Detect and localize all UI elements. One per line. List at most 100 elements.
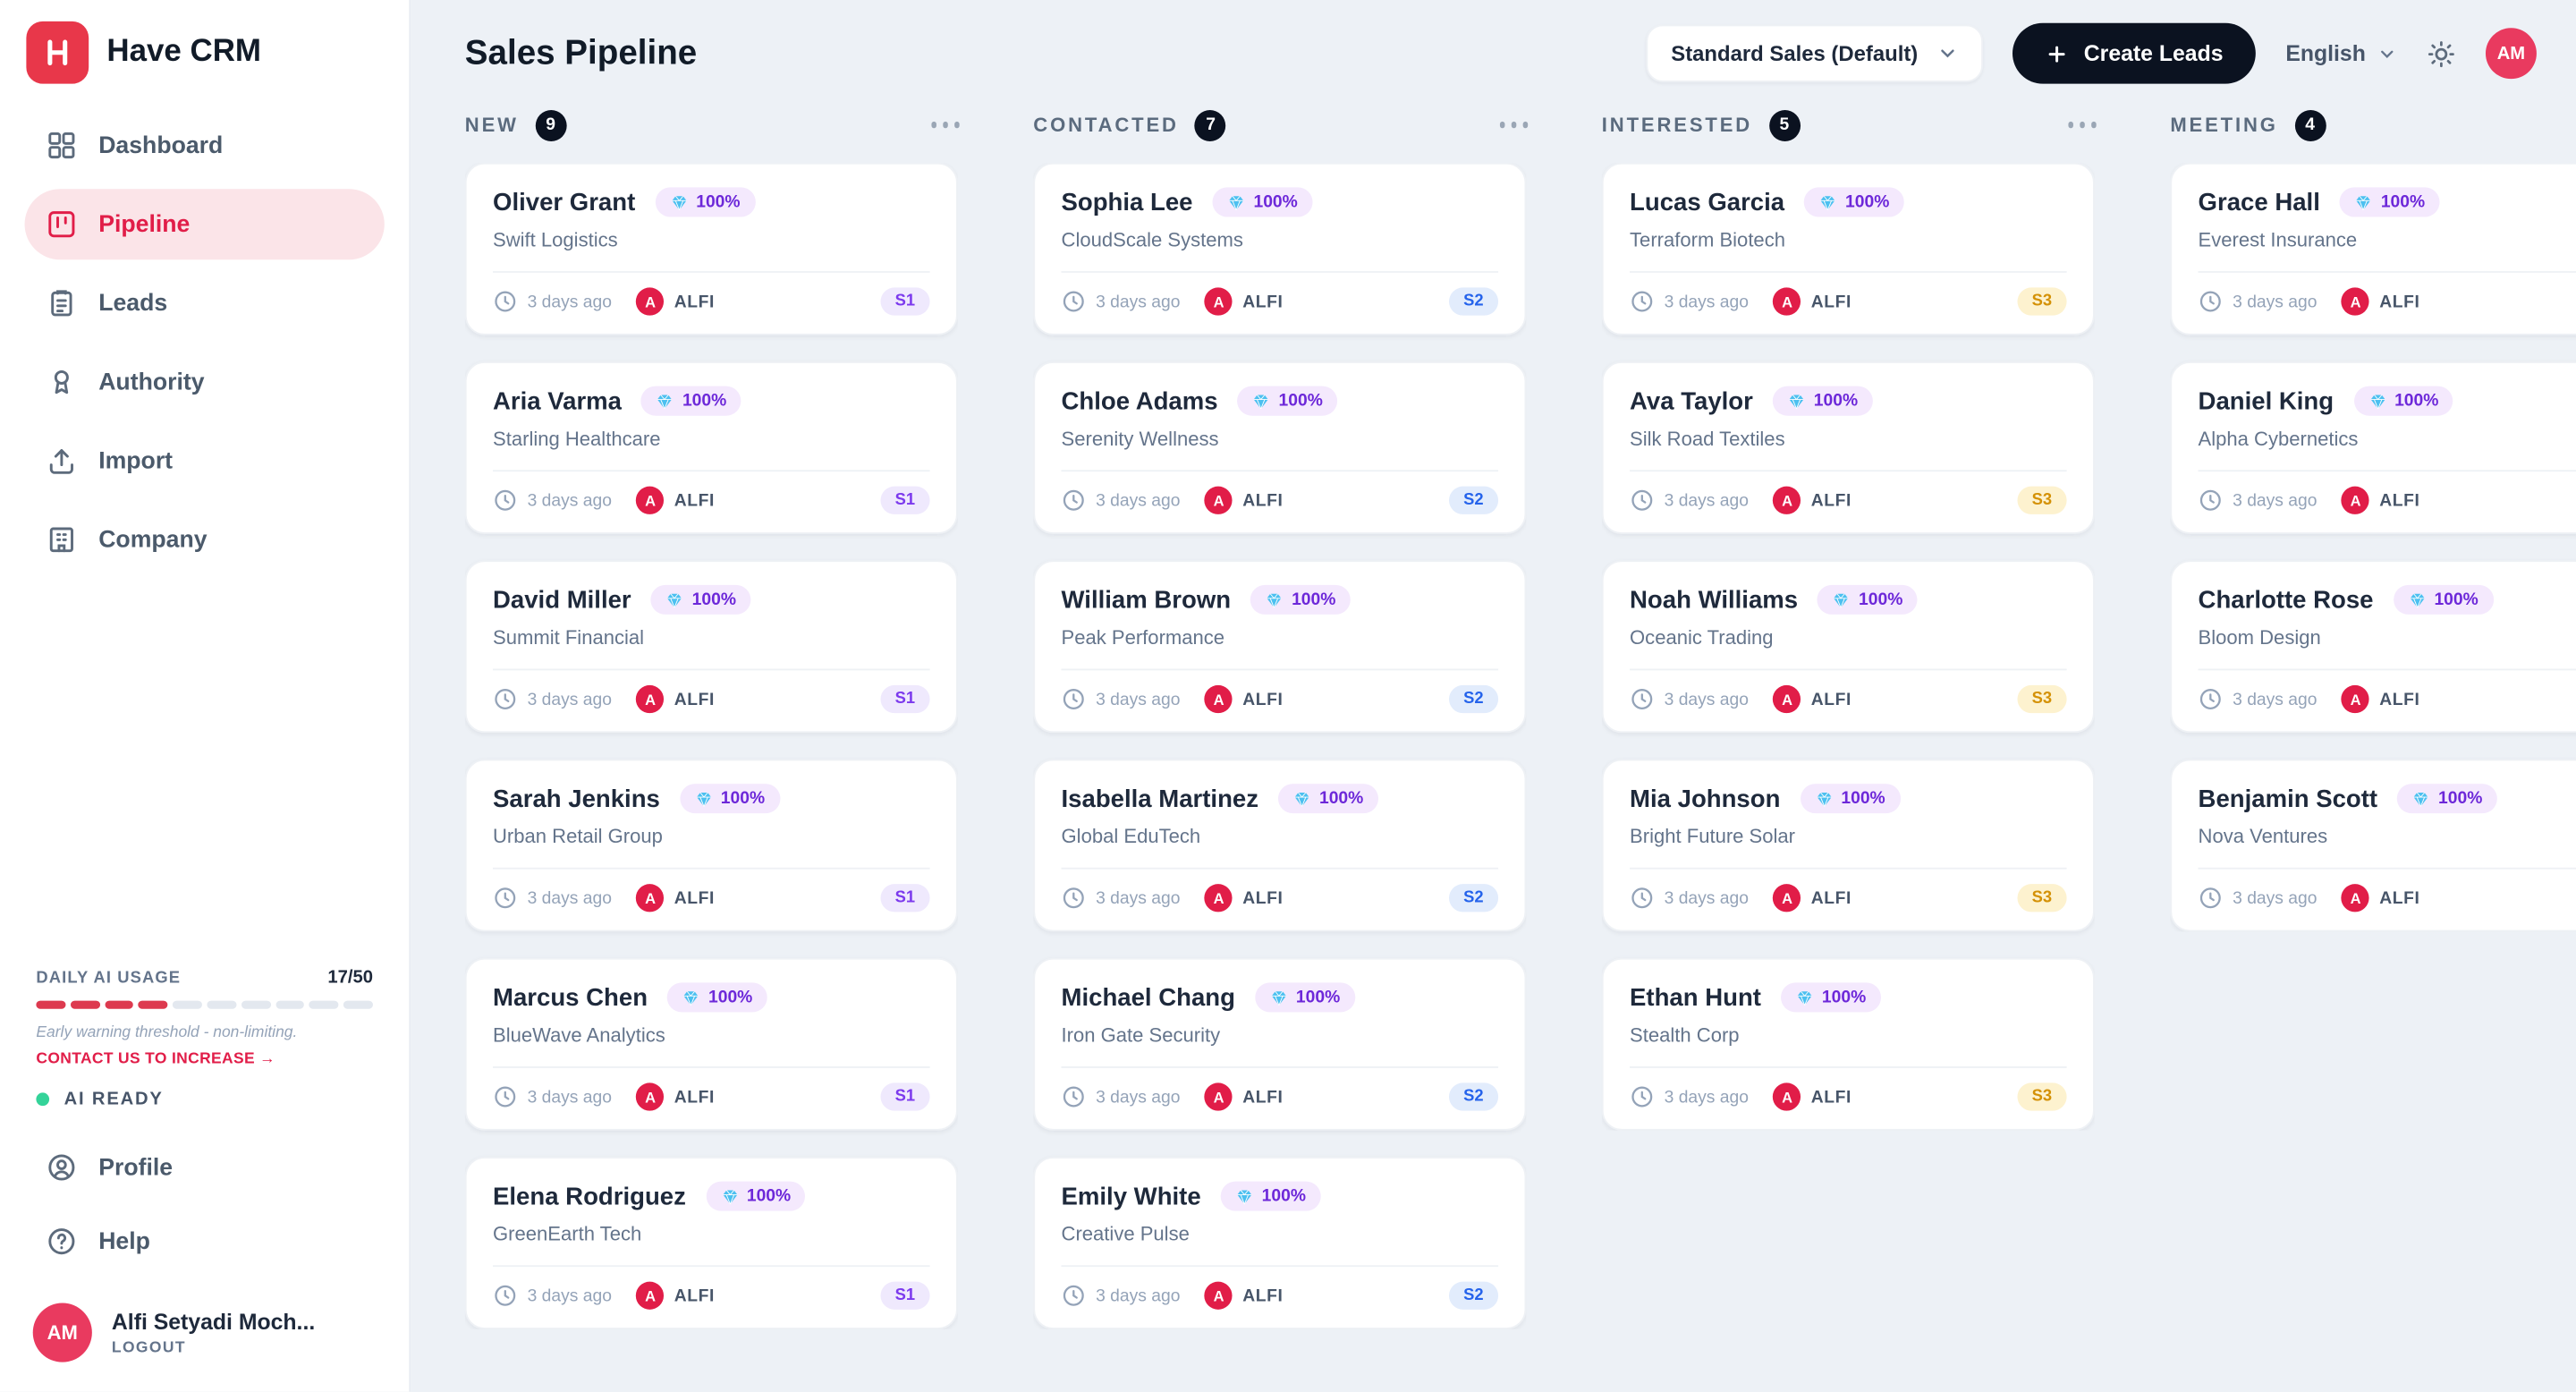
lead-card[interactable]: Oliver Grant 100% Swift Logistics 3 days… (464, 162, 958, 335)
diamond-icon (722, 1189, 737, 1204)
column-count-badge: 5 (1768, 109, 1801, 141)
clock-icon (2199, 687, 2224, 712)
lead-card[interactable]: Charlotte Rose 100% Bloom Design 3 days … (2170, 560, 2576, 734)
lead-card[interactable]: Emily White 100% Creative Pulse 3 days a… (1033, 1157, 1527, 1329)
lead-card[interactable]: Mia Johnson 100% Bright Future Solar 3 d… (1601, 759, 2095, 932)
clock-icon (2199, 289, 2224, 314)
lead-card[interactable]: David Miller 100% Summit Financial 3 day… (464, 560, 958, 734)
lead-time: 3 days ago (1664, 1086, 1749, 1108)
diamond-icon (683, 990, 699, 1006)
lead-score: 100% (1295, 987, 1341, 1007)
lead-time: 3 days ago (1096, 1286, 1181, 1306)
lead-time: 3 days ago (1096, 292, 1181, 312)
stage-badge: S1 (880, 1281, 930, 1310)
lead-card[interactable]: Sophia Lee 100% CloudScale Systems 3 day… (1033, 162, 1527, 335)
lead-card-footer: 3 days ago A ALFI S1 (493, 884, 930, 912)
lead-card[interactable]: Chloe Adams 100% Serenity Wellness 3 day… (1033, 361, 1527, 534)
sidebar-item-help[interactable]: Help (25, 1206, 385, 1277)
lead-company: Nova Ventures (2198, 825, 2328, 848)
card-divider (493, 1066, 930, 1068)
card-divider (493, 867, 930, 870)
lead-name: Emily White (1061, 1182, 1201, 1210)
sidebar-item-authority[interactable]: Authority (25, 347, 385, 418)
sidebar-item-company[interactable]: Company (25, 505, 385, 575)
sidebar-item-profile[interactable]: Profile (25, 1133, 385, 1203)
upload-icon (46, 446, 77, 477)
lead-card[interactable]: Aria Varma 100% Starling Healthcare 3 da… (464, 361, 958, 534)
lead-card-footer: 3 days ago A ALFI (2199, 486, 2576, 514)
stage-badge: S3 (2017, 486, 2067, 514)
sidebar-item-pipeline[interactable]: Pipeline (24, 189, 385, 260)
lead-time: 3 days ago (527, 490, 612, 511)
logout-button[interactable]: LOGOUT (111, 1338, 186, 1357)
stage-badge: S3 (2017, 884, 2067, 912)
chevron-down-icon (2377, 44, 2397, 64)
lead-score: 100% (1278, 391, 1323, 412)
column-title: NEW (464, 113, 519, 137)
column-header: NEW 9 (465, 104, 958, 147)
sidebar-item-import[interactable]: Import (25, 426, 385, 497)
clock-icon (1630, 687, 1655, 712)
lead-company: Swift Logistics (493, 228, 618, 252)
theme-toggle[interactable] (2427, 38, 2456, 68)
lead-card-footer: 3 days ago A ALFI S1 (493, 1082, 930, 1111)
language-select[interactable]: English (2285, 41, 2397, 65)
sidebar-item-label: Profile (98, 1154, 174, 1181)
lead-card[interactable]: Michael Chang 100% Iron Gate Security 3 … (1033, 957, 1527, 1131)
column-title: CONTACTED (1033, 113, 1179, 137)
lead-time: 3 days ago (1096, 689, 1181, 709)
lead-card[interactable]: Sarah Jenkins 100% Urban Retail Group 3 … (464, 759, 958, 932)
ai-usage-segment (104, 1000, 134, 1009)
lead-card[interactable]: Elena Rodriguez 100% GreenEarth Tech 3 d… (464, 1157, 958, 1329)
lead-card-top: Grace Hall 100% (2199, 187, 2576, 217)
owner-avatar: A (1773, 287, 1801, 316)
lead-card-top: Daniel King 100% (2199, 386, 2576, 416)
column-menu-button[interactable] (932, 115, 957, 134)
lead-score: 100% (2394, 391, 2439, 412)
lead-score: 100% (746, 1186, 792, 1207)
stage-badge: S2 (1448, 1082, 1499, 1111)
lead-name: Oliver Grant (493, 188, 636, 216)
header-user-avatar[interactable]: AM (2485, 28, 2537, 80)
lead-card[interactable]: Ava Taylor 100% Silk Road Textiles 3 day… (1601, 361, 2095, 534)
lead-card[interactable]: Ethan Hunt 100% Stealth Corp 3 days ago … (1601, 957, 2095, 1131)
ai-usage-cta-link[interactable]: CONTACT US TO INCREASE → (36, 1049, 275, 1068)
lead-card[interactable]: Lucas Garcia 100% Terraform Biotech 3 da… (1601, 162, 2095, 335)
diamond-icon (2369, 394, 2385, 409)
sidebar-item-leads[interactable]: Leads (25, 267, 385, 338)
sidebar-item-dashboard[interactable]: Dashboard (25, 110, 385, 181)
create-leads-button[interactable]: Create Leads (2012, 22, 2257, 84)
lead-score-badge: 100% (641, 386, 741, 416)
column-cards: Grace Hall 100% Everest Insurance 3 days… (2170, 162, 2576, 932)
lead-card-footer: 3 days ago A ALFI S2 (1062, 884, 1499, 912)
lead-score-badge: 100% (1781, 982, 1881, 1013)
lead-card[interactable]: Grace Hall 100% Everest Insurance 3 days… (2170, 162, 2576, 335)
app-logo[interactable]: Have CRM (0, 0, 409, 110)
lead-score-badge: 100% (1255, 982, 1355, 1013)
lead-score: 100% (1253, 191, 1298, 212)
lead-name: Noah Williams (1630, 585, 1799, 615)
diamond-icon (1294, 791, 1309, 806)
column-menu-button[interactable] (1501, 115, 1526, 134)
column-count-badge: 9 (535, 109, 567, 141)
lead-card[interactable]: Noah Williams 100% Oceanic Trading 3 day… (1601, 560, 2095, 734)
owner-avatar: A (636, 684, 665, 714)
lead-company: Stealth Corp (1630, 1023, 1740, 1047)
lead-score: 100% (1318, 788, 1364, 809)
lead-time: 3 days ago (527, 689, 612, 709)
lead-card[interactable]: Daniel King 100% Alpha Cybernetics 3 day… (2170, 361, 2576, 534)
pipeline-select-dropdown[interactable]: Standard Sales (Default) (1646, 24, 1984, 82)
lead-card[interactable]: Benjamin Scott 100% Nova Ventures 3 days… (2170, 759, 2576, 932)
lead-card[interactable]: William Brown 100% Peak Performance 3 da… (1033, 560, 1527, 734)
lead-card-top: Aria Varma 100% (493, 386, 930, 416)
lead-card[interactable]: Isabella Martinez 100% Global EduTech 3 … (1033, 759, 1527, 932)
lead-card[interactable]: Marcus Chen 100% BlueWave Analytics 3 da… (464, 957, 958, 1131)
column-menu-button[interactable] (2069, 115, 2094, 134)
clock-icon (1630, 1084, 1655, 1109)
column-cards: Lucas Garcia 100% Terraform Biotech 3 da… (1601, 162, 2095, 1131)
lead-time: 3 days ago (527, 292, 612, 312)
owner-name: ALFI (2379, 689, 2420, 709)
lead-company: Creative Pulse (1061, 1222, 1190, 1246)
diamond-icon (1834, 592, 1849, 607)
lead-card-top: Lucas Garcia 100% (1630, 187, 2067, 217)
